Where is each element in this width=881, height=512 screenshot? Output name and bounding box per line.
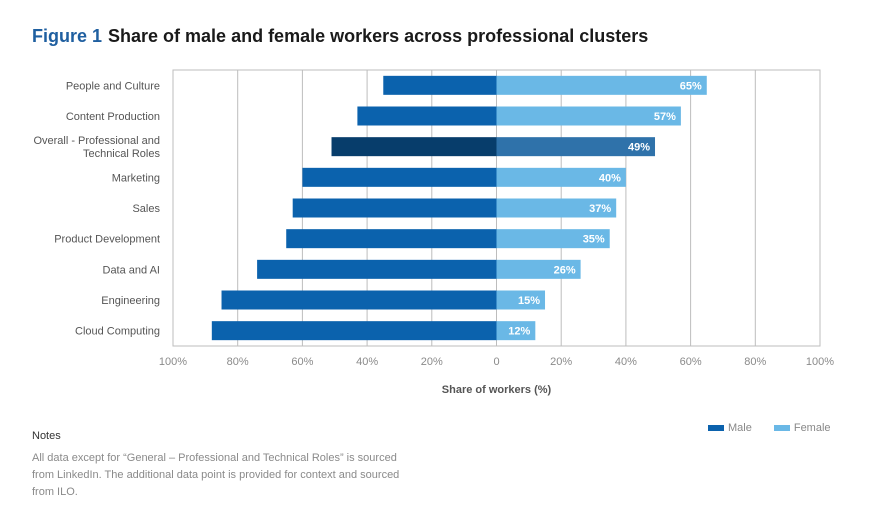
data-label-female: 65% [680,80,702,92]
bar-male [383,75,497,95]
notes-text: All data except for “General – Professio… [32,452,400,498]
legend-item-male: Male [708,422,752,434]
bar-male [357,106,497,126]
x-tick-label: 20% [550,356,572,368]
legend-item-female: Female [773,422,831,434]
bar-female [496,229,610,249]
x-tick-label: 20% [421,356,443,368]
data-label-female: 15% [518,295,540,307]
data-label-female: 35% [583,234,605,246]
legend-label-female: Female [793,422,831,434]
x-tick-label: 40% [356,356,378,368]
data-label-female: 40% [599,172,621,184]
legend-swatch-female [773,425,790,431]
bar-male [331,137,497,157]
notes-heading: Notes [32,430,61,442]
legend: Male Female [708,422,831,434]
bar-female [496,321,536,341]
legend-label-male: Male [728,422,752,434]
category-label: Cloud Computing [75,326,160,338]
x-tick-label: 80% [227,356,249,368]
bar-female [496,290,546,310]
category-label: Engineering [101,295,160,307]
chart-title: Figure 1 Share of male and female workers… [32,26,648,47]
x-tick-label: 100% [159,356,187,368]
bar-male [221,290,497,310]
category-label: Product Development [54,234,160,246]
data-label-female: 12% [508,326,530,338]
bar-male [257,259,497,279]
figure-label: Figure 1 [32,26,103,46]
category-label: Content Production [66,111,160,123]
diverging-bar-chart: 100% 80% 60% 40% 20% 0 20% 40% 60% 80% 100% Share o… [33,69,834,396]
x-tick-label: 60% [291,356,313,368]
bar-male [286,229,497,249]
bar-female [496,106,681,126]
bar-male [292,198,497,218]
category-label: Overall - Professional and Technical Role… [33,135,160,160]
category-label: Data and AI [103,264,161,276]
x-tick-label: 0 [493,356,499,368]
x-axis-label: Share of workers (%) [442,384,552,396]
data-label-female: 26% [554,264,576,276]
bar-male [211,321,497,341]
bar-female [496,137,656,157]
data-label-female: 49% [628,142,650,154]
x-tick-label: 60% [680,356,702,368]
bar-female [496,167,626,187]
data-label-female: 57% [654,111,676,123]
bar-female [496,259,581,279]
x-tick-label: 80% [744,356,766,368]
figure-title: Share of male and female workers across … [108,26,649,46]
legend-swatch-male [708,425,724,431]
data-label-female: 37% [589,203,611,215]
bar-female [496,198,617,218]
bar-male [302,167,497,187]
category-label: People and Culture [66,80,160,92]
x-tick-label: 40% [615,356,637,368]
category-label: Sales [132,203,160,215]
category-label: Marketing [112,172,160,184]
x-tick-label: 100% [806,356,834,368]
bar-female [496,75,707,95]
